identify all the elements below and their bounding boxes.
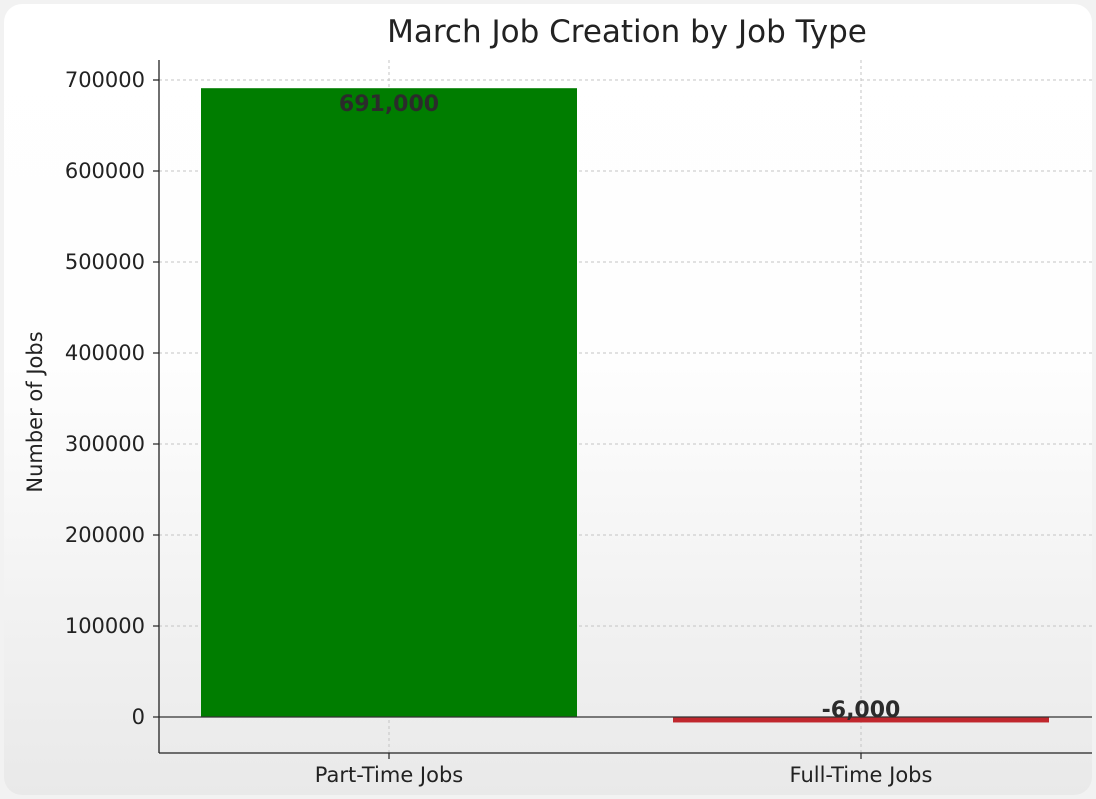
chart-card: 0 100000 200000 300000 400000 500000 600000 700… — [4, 4, 1092, 795]
y-tick-label: 700000 — [65, 68, 145, 92]
labels: 0 100000 200000 300000 400000 500000 600000 700… — [65, 68, 933, 787]
y-tick-label: 600000 — [65, 159, 145, 183]
y-axis-label: Number of Jobs — [23, 331, 47, 492]
y-tick-label: 500000 — [65, 250, 145, 274]
bar-part-time-jobs — [201, 88, 577, 717]
y-tick-label: 400000 — [65, 341, 145, 365]
x-tick-label: Part-Time Jobs — [315, 763, 464, 787]
y-tick-label: 100000 — [65, 614, 145, 638]
axes — [153, 60, 1092, 759]
bars — [201, 88, 1049, 723]
data-label: 691,000 — [339, 92, 439, 117]
bar-full-time-jobs — [673, 717, 1049, 723]
y-tick-label: 200000 — [65, 523, 145, 547]
chart-title: March Job Creation by Job Type — [387, 14, 867, 50]
data-label: -6,000 — [822, 698, 901, 723]
x-tick-label: Full-Time Jobs — [790, 763, 933, 787]
y-tick-label: 0 — [132, 705, 145, 729]
y-tick-label: 300000 — [65, 432, 145, 456]
bar-chart: 0 100000 200000 300000 400000 500000 600000 700… — [23, 14, 1092, 787]
